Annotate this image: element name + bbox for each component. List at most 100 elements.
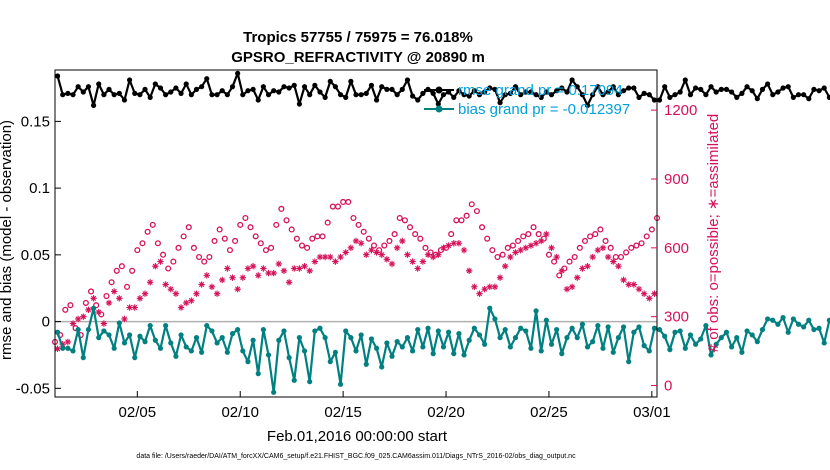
bias-point <box>137 333 143 339</box>
rmse-point <box>801 92 807 98</box>
rmse-point <box>163 92 169 98</box>
rmse-point <box>142 86 148 92</box>
obs-assimilated-point <box>625 281 632 288</box>
bias-point <box>631 329 637 335</box>
rmse-point <box>219 88 225 94</box>
obs-possible-point <box>67 302 74 309</box>
rmse-line <box>56 72 830 107</box>
obs-assimilated-point <box>486 283 493 291</box>
obs-assimilated-point <box>610 258 617 265</box>
obs-assimilated-point <box>409 258 416 265</box>
bias-point <box>785 329 791 335</box>
bias-point <box>219 335 225 341</box>
bias-point <box>821 340 827 346</box>
rmse-point <box>430 90 436 96</box>
y-left-axis-ticks: -0.05 0 0.05 0.1 0.15 <box>16 113 61 397</box>
y-right-axis-ticks: 0 300 600 900 1200 <box>651 102 697 395</box>
obs-possible-point <box>350 214 357 222</box>
rmse-point <box>734 94 740 100</box>
obs-possible-point <box>144 228 151 235</box>
obs-assimilated-point <box>589 253 596 261</box>
y-right-axis-label: # of obs: o=possible; ∗=assimilated <box>705 114 722 353</box>
rmse-point <box>317 89 323 95</box>
obs-possible-point <box>406 224 414 231</box>
obs-possible-point <box>473 208 480 215</box>
bias-point <box>301 348 308 354</box>
obs-assimilated-point <box>105 299 113 307</box>
bias-point <box>543 317 549 323</box>
rmse-point <box>404 77 411 83</box>
bias-point <box>574 335 580 341</box>
bias-point <box>739 349 745 355</box>
rmse-point <box>584 102 591 108</box>
bias-point <box>291 377 297 383</box>
bias-point <box>317 325 323 331</box>
obs-possible-point <box>87 288 95 295</box>
obs-assimilated-point <box>198 281 205 288</box>
rmse-point <box>811 86 817 92</box>
obs-possible-point <box>448 231 455 238</box>
rmse-point <box>322 94 328 100</box>
bias-point <box>157 345 164 351</box>
obs-assimilated-point <box>260 265 267 272</box>
rmse-point <box>296 101 303 107</box>
bias-point <box>795 321 802 327</box>
obs-assimilated-point <box>388 260 396 268</box>
bias-point <box>507 344 513 350</box>
obs-possible-point <box>412 231 419 238</box>
bias-point <box>296 335 303 341</box>
obs-assimilated-point <box>620 276 627 284</box>
rmse-point <box>229 84 236 90</box>
obs-assimilated-point <box>373 249 380 256</box>
obs-possible-point <box>556 272 563 279</box>
rmse-point <box>471 88 477 94</box>
obs-assimilated-point <box>183 299 190 307</box>
rmse-point <box>765 81 771 87</box>
bias-point <box>466 337 472 343</box>
rmse-point <box>85 84 92 90</box>
bias-point <box>600 345 606 351</box>
rmse-point <box>466 93 472 99</box>
obs-possible-point <box>242 214 249 222</box>
obs-assimilated-point <box>512 249 519 256</box>
rmse-point <box>626 85 632 91</box>
rmse-point <box>363 90 369 96</box>
rmse-point <box>286 85 292 91</box>
obs-assimilated-point <box>141 290 149 297</box>
bias-point <box>579 321 585 327</box>
rmse-point <box>281 84 287 90</box>
rmse-point <box>641 90 647 96</box>
bias-point <box>80 355 86 361</box>
rmse-point <box>723 86 730 92</box>
obs-possible-point <box>304 244 311 251</box>
bias-point <box>569 325 575 331</box>
obs-assimilated-point <box>126 304 133 311</box>
bias-point <box>713 341 719 347</box>
rmse-point <box>569 77 575 83</box>
obs-assimilated-point <box>630 281 638 288</box>
bias-point <box>132 355 138 361</box>
obs-possible-point <box>499 251 506 258</box>
obs-assimilated-point <box>615 263 622 270</box>
bias-point <box>744 328 750 334</box>
bias-point <box>692 341 699 347</box>
bias-point <box>224 349 230 355</box>
rmse-point <box>384 86 390 92</box>
obs-possible-point <box>257 240 264 247</box>
rmse-point <box>605 89 611 95</box>
rmse-point <box>780 85 786 91</box>
obs-possible-point <box>617 253 625 261</box>
obs-assimilated-point <box>172 290 180 297</box>
y-left-tick-label: 0 <box>42 314 50 331</box>
bias-point <box>348 335 354 341</box>
rmse-point <box>291 82 297 88</box>
bias-point <box>312 328 318 334</box>
bias-point <box>332 349 339 355</box>
bias-point <box>399 344 405 350</box>
rmse-point <box>656 97 663 103</box>
obs-possible-point <box>417 235 424 242</box>
obs-possible-point <box>545 251 552 258</box>
rmse-point <box>574 84 580 90</box>
bias-point <box>662 333 668 339</box>
